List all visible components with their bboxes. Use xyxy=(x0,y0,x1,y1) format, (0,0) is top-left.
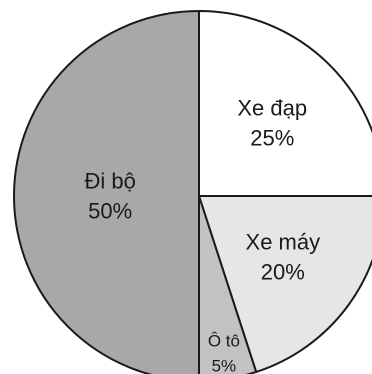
slice-label-di-bo: Đi bộ xyxy=(85,169,136,194)
slice-label-xe-dap: Xe đạp xyxy=(237,95,307,120)
slice-value-xe-dap: 25% xyxy=(250,125,294,150)
pie-slice-di-bo xyxy=(13,9,200,374)
slice-value-xe-may: 20% xyxy=(261,260,305,285)
pie-slice-o-to xyxy=(198,195,258,374)
slice-value-di-bo: 50% xyxy=(88,199,132,224)
slice-label-o-to: Ô tô xyxy=(208,332,240,351)
slice-label-xe-may: Xe máy xyxy=(246,230,321,255)
pie-slice-xe-dap xyxy=(198,9,372,197)
slice-value-o-to: 5% xyxy=(212,357,237,374)
